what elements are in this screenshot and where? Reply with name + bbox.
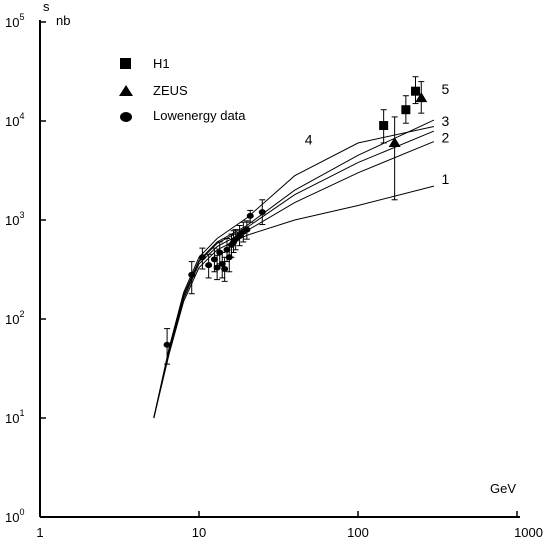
x-axis-unit: GeV — [490, 481, 516, 496]
y-tick-label: 102 — [5, 309, 24, 327]
curve-label-5: 5 — [442, 81, 450, 97]
lowenergy-point — [188, 271, 196, 278]
lowenergy-point — [246, 212, 254, 219]
legend-label-zeus: ZEUS — [153, 83, 188, 98]
lowenergy-point — [243, 226, 251, 233]
curve-label-1: 1 — [442, 171, 450, 187]
x-axis-ticks: 1 10 100 1000 — [36, 511, 543, 540]
y-tick-label: 100 — [5, 507, 24, 525]
legend-marker-triangle — [119, 85, 133, 96]
lowenergy-point — [218, 260, 226, 267]
curve-label-4: 4 — [305, 132, 313, 148]
lowenergy-point — [213, 264, 221, 271]
legend-marker-square — [120, 58, 131, 69]
lowenergy-point — [258, 209, 266, 216]
y-tick-label: 105 — [5, 12, 24, 30]
axes — [39, 20, 520, 518]
legend-marker-circle — [120, 112, 132, 122]
y-tick-label: 103 — [5, 210, 24, 228]
data-points — [163, 76, 428, 365]
curve-label-2: 2 — [442, 130, 450, 146]
lowenergy-point — [210, 256, 218, 263]
y-tick-label: 101 — [5, 408, 24, 426]
x-tick-label: 1000 — [514, 525, 543, 540]
y-axis-symbol: s — [43, 0, 50, 14]
y-tick-label: 104 — [5, 111, 24, 129]
x-tick-label: 100 — [347, 525, 369, 540]
lowenergy-point — [198, 254, 206, 261]
lowenergy-point — [232, 236, 240, 243]
lowenergy-point — [223, 246, 231, 253]
legend: H1 ZEUS Lowenergy data — [119, 56, 246, 123]
h1-point — [401, 105, 411, 115]
h1-point — [379, 121, 389, 131]
legend-label-h1: H1 — [153, 56, 170, 71]
curve-2 — [153, 141, 435, 419]
lowenergy-point — [205, 262, 213, 269]
y-axis-unit: nb — [56, 13, 70, 28]
curve-1 — [153, 185, 435, 419]
lowenergy-point — [221, 265, 229, 272]
curve-label-3: 3 — [442, 113, 450, 129]
legend-label-lowenergy: Lowenergy data — [153, 108, 246, 123]
lowenergy-point — [163, 341, 171, 348]
h1-point — [411, 86, 421, 96]
x-tick-label: 10 — [192, 525, 206, 540]
y-axis-ticks: 100 101 102 103 104 105 — [5, 12, 46, 525]
x-tick-label: 1 — [36, 525, 43, 540]
zeus-point — [415, 92, 428, 103]
zeus-point — [388, 136, 401, 147]
